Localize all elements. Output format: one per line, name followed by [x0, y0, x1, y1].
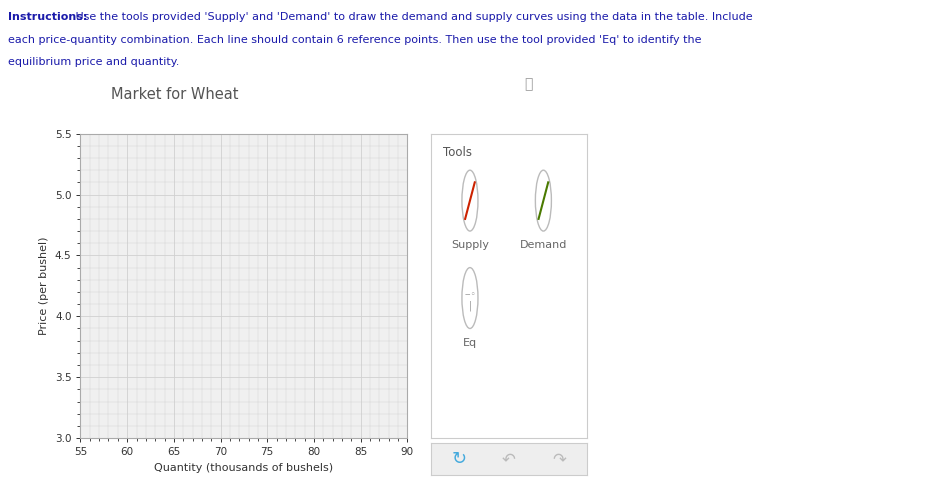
X-axis label: Quantity (thousands of bushels): Quantity (thousands of bushels) [154, 463, 333, 473]
Text: --◦: --◦ [464, 291, 475, 299]
Text: Eq: Eq [463, 338, 477, 347]
Y-axis label: Price (per bushel): Price (per bushel) [39, 237, 49, 335]
Text: Use the tools provided 'Supply' and 'Demand' to draw the demand and supply curve: Use the tools provided 'Supply' and 'Dem… [72, 12, 753, 22]
Text: Supply: Supply [451, 240, 489, 250]
Text: ↻: ↻ [452, 450, 467, 468]
Text: Tools: Tools [443, 146, 473, 159]
Text: ⓘ: ⓘ [525, 77, 532, 91]
Text: Demand: Demand [520, 240, 567, 250]
Text: each price-quantity combination. Each line should contain 6 reference points. Th: each price-quantity combination. Each li… [8, 35, 701, 45]
Text: Market for Wheat: Market for Wheat [112, 87, 239, 101]
Text: ↶: ↶ [502, 450, 516, 468]
Text: equilibrium price and quantity.: equilibrium price and quantity. [8, 57, 179, 67]
Text: ↷: ↷ [552, 450, 566, 468]
Text: Instructions:: Instructions: [8, 12, 87, 22]
Text: |: | [469, 300, 472, 311]
